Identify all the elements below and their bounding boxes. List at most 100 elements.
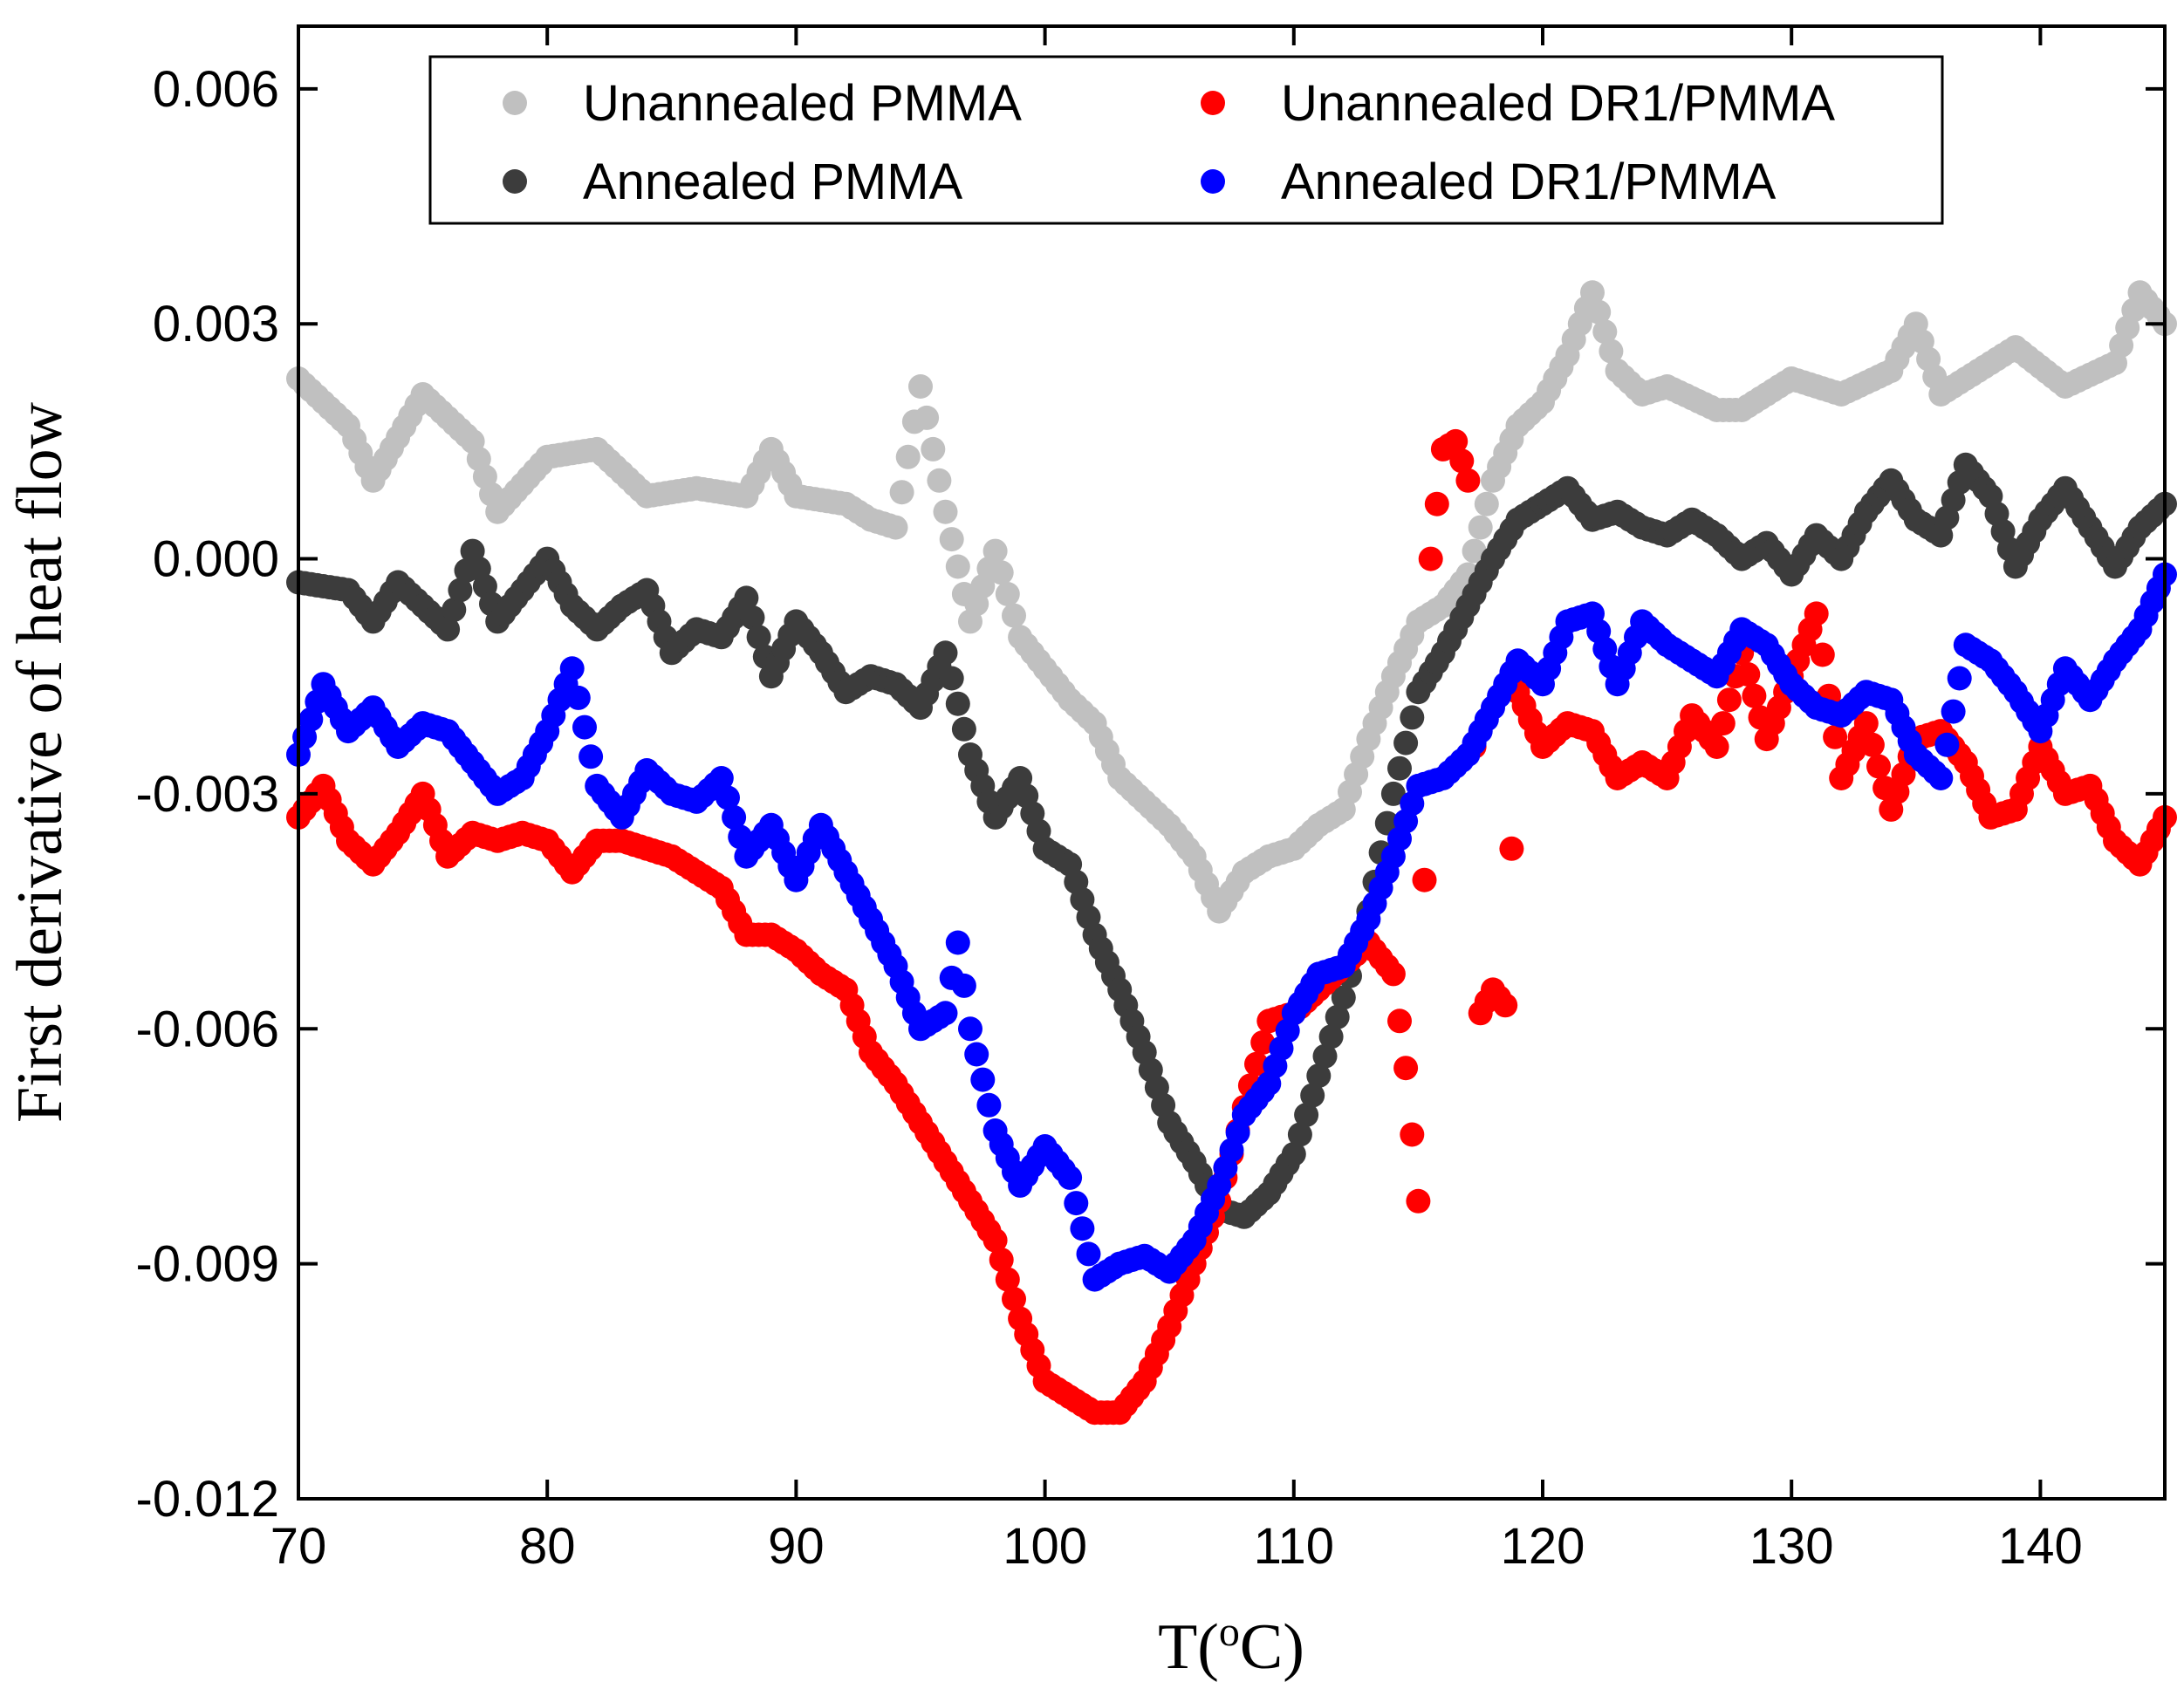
data-point bbox=[1412, 867, 1437, 892]
data-point bbox=[1810, 642, 1835, 667]
data-point bbox=[715, 785, 740, 810]
x-tick-label: 130 bbox=[1749, 1518, 1834, 1575]
legend: Unannealed PMMA Annealed PMMA Unannealed… bbox=[428, 55, 1944, 225]
y-tick-label: -0.009 bbox=[136, 1236, 279, 1293]
x-tick-label: 140 bbox=[1998, 1518, 2083, 1575]
data-point bbox=[1002, 1287, 1026, 1311]
data-point bbox=[1736, 662, 1761, 687]
data-point bbox=[740, 605, 765, 630]
data-point bbox=[1300, 1083, 1325, 1108]
y-tick-label: 0.003 bbox=[153, 296, 279, 352]
data-point bbox=[939, 527, 964, 552]
data-point bbox=[1704, 735, 1729, 759]
data-point bbox=[1318, 1024, 1344, 1050]
data-point bbox=[1462, 538, 1487, 564]
data-point bbox=[1312, 1043, 1338, 1069]
data-point bbox=[559, 656, 585, 681]
y-tick-label: 0.000 bbox=[153, 531, 279, 588]
legend-box bbox=[428, 55, 1944, 225]
legend-label-unannealed-pmma: Unannealed PMMA bbox=[583, 75, 1022, 132]
data-point bbox=[1742, 683, 1767, 708]
x-tick-label: 120 bbox=[1501, 1518, 1585, 1575]
data-point bbox=[572, 715, 597, 740]
data-point bbox=[933, 640, 958, 666]
data-point bbox=[1058, 1165, 1083, 1190]
data-point bbox=[933, 499, 958, 524]
data-point bbox=[883, 515, 908, 540]
data-point bbox=[1400, 705, 1425, 730]
data-point bbox=[1387, 1009, 1412, 1034]
data-point bbox=[908, 374, 933, 399]
data-point bbox=[945, 691, 970, 716]
data-point bbox=[889, 480, 914, 505]
data-point bbox=[1859, 732, 1885, 757]
data-point bbox=[1710, 711, 1736, 736]
data-point bbox=[970, 1067, 996, 1092]
data-point bbox=[442, 597, 467, 622]
data-point bbox=[989, 1248, 1014, 1273]
y-axis-title: First derivative of heat flow bbox=[4, 401, 76, 1123]
data-point bbox=[1493, 993, 1518, 1018]
legend-label-annealed-dr1-pmma: Annealed DR1/PMMA bbox=[1281, 154, 1777, 210]
legend-label-unannealed-dr1-pmma: Unannealed DR1/PMMA bbox=[1281, 75, 1835, 132]
data-point bbox=[1393, 730, 1419, 756]
x-tick-label: 90 bbox=[768, 1518, 825, 1575]
data-point bbox=[722, 804, 747, 830]
data-point bbox=[734, 585, 759, 611]
data-point bbox=[1406, 1188, 1431, 1214]
data-point bbox=[1294, 1103, 1319, 1127]
data-point bbox=[1281, 1141, 1306, 1166]
axis-ticks: 70 80 90 100 110 120 130 140 0.006 0.003 0.000 -0.0… bbox=[136, 26, 2165, 1575]
data-point bbox=[914, 405, 940, 430]
data-point bbox=[1449, 448, 1475, 474]
data-point bbox=[1592, 319, 1618, 345]
data-points bbox=[286, 280, 2177, 1426]
data-point bbox=[1250, 1030, 1276, 1055]
data-point bbox=[1941, 699, 1966, 724]
x-axis-title: T(oC) bbox=[1158, 1609, 1304, 1682]
data-point bbox=[964, 1042, 989, 1067]
data-point bbox=[1244, 1051, 1269, 1077]
data-point bbox=[1387, 756, 1412, 781]
x-tick-label: 100 bbox=[1003, 1518, 1087, 1575]
data-point bbox=[1474, 491, 1499, 516]
data-point bbox=[976, 1092, 1002, 1118]
data-point bbox=[1853, 711, 1879, 736]
data-point bbox=[951, 973, 976, 998]
x-tick-label: 110 bbox=[1254, 1518, 1334, 1575]
data-point bbox=[933, 1001, 958, 1026]
data-point bbox=[1823, 724, 1848, 749]
data-point bbox=[1393, 1056, 1419, 1081]
data-point bbox=[989, 560, 1014, 585]
data-point bbox=[995, 582, 1020, 606]
data-point bbox=[579, 744, 604, 769]
data-point bbox=[945, 554, 970, 579]
data-point bbox=[1716, 687, 1742, 713]
x-tick-label: 70 bbox=[270, 1518, 327, 1575]
data-point bbox=[1586, 299, 1612, 325]
data-point bbox=[1424, 491, 1449, 516]
data-point bbox=[448, 578, 473, 603]
plot-frame bbox=[297, 24, 2167, 1501]
data-point bbox=[951, 716, 976, 742]
data-point bbox=[1418, 546, 1443, 571]
data-point bbox=[1076, 1241, 1101, 1267]
data-point bbox=[1804, 601, 1829, 626]
data-point bbox=[1287, 1122, 1312, 1147]
data-point bbox=[435, 617, 461, 642]
data-point bbox=[995, 1267, 1020, 1292]
data-point bbox=[958, 1016, 982, 1042]
data-point bbox=[1468, 515, 1493, 540]
data-point bbox=[1934, 732, 1960, 757]
data-point bbox=[1947, 666, 1972, 691]
data-point bbox=[1331, 985, 1356, 1010]
data-point bbox=[1325, 1004, 1350, 1029]
legend-marker-unannealed-pmma bbox=[503, 91, 527, 115]
data-point bbox=[921, 436, 946, 462]
data-point bbox=[1380, 781, 1406, 806]
data-point bbox=[945, 930, 970, 955]
y-tick-label: -0.006 bbox=[136, 1001, 279, 1057]
data-point bbox=[746, 625, 771, 650]
legend-marker-annealed-dr1-pmma bbox=[1201, 169, 1225, 194]
data-point bbox=[1499, 836, 1524, 861]
